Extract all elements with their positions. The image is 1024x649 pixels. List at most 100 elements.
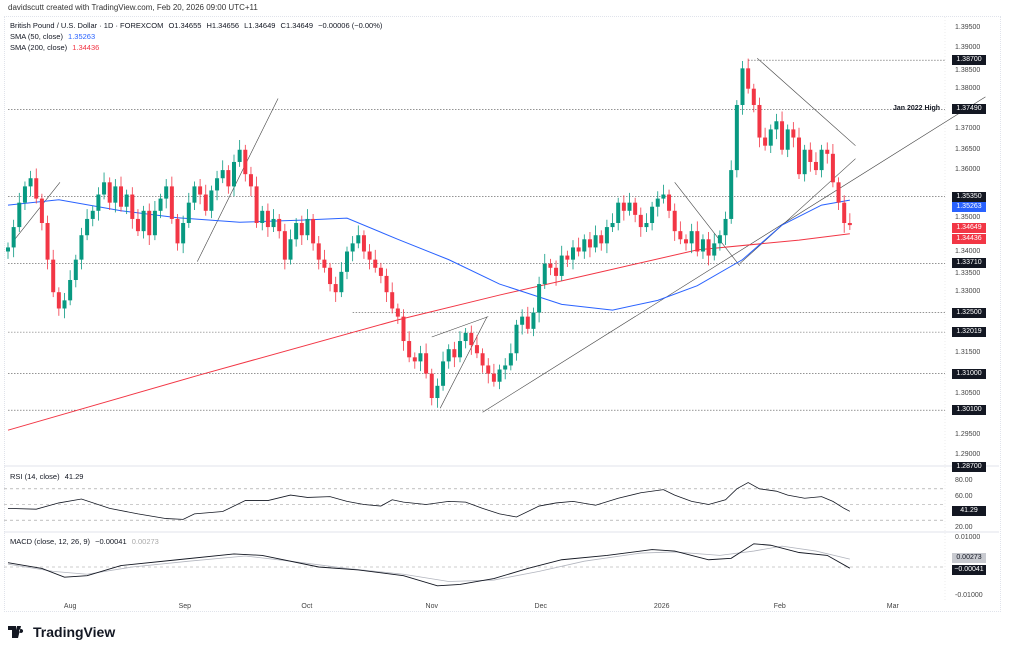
candle-body xyxy=(322,259,327,268)
candle-body xyxy=(819,149,824,171)
candle-body xyxy=(311,218,316,244)
level-price-label: 1.33710 xyxy=(952,258,986,269)
time-axis-label: Nov xyxy=(425,603,438,610)
candle-body xyxy=(316,243,321,260)
candle-body xyxy=(113,186,118,203)
candle-body xyxy=(847,223,852,226)
trendline xyxy=(674,182,740,266)
level-price-label: 1.30100 xyxy=(952,405,986,416)
candle-body xyxy=(85,218,90,236)
candle-body xyxy=(486,365,491,374)
candle-body xyxy=(186,202,191,224)
candle-body xyxy=(17,202,22,228)
candle-body xyxy=(169,186,174,219)
candle-body xyxy=(203,194,208,211)
price-tick-label: 1.36500 xyxy=(955,145,981,153)
symbol-title: British Pound / U.S. Dollar · 1D · FOREX… xyxy=(10,21,164,30)
candle-body xyxy=(288,239,293,260)
trendline xyxy=(756,57,856,146)
candle-body xyxy=(554,267,559,276)
tradingview-logo-icon xyxy=(8,626,24,638)
candle-body xyxy=(514,324,519,354)
time-axis-label: Mar xyxy=(886,603,899,610)
candle-body xyxy=(633,202,638,215)
price-tick-label: 1.34000 xyxy=(955,247,981,255)
candle-body xyxy=(469,332,474,346)
candle-body xyxy=(51,259,56,293)
candle-body xyxy=(248,174,253,187)
candle-body xyxy=(610,223,615,228)
candle-body xyxy=(90,210,95,219)
candle-body xyxy=(395,308,400,317)
candle-body xyxy=(429,373,434,399)
candle-body xyxy=(424,353,429,374)
price-tick-label: 1.29000 xyxy=(955,451,981,458)
time-axis-label: Dec xyxy=(534,603,548,610)
price-tick-label: 1.29500 xyxy=(955,430,981,438)
candle-body xyxy=(491,373,496,382)
candle-body xyxy=(808,149,813,162)
candle-body xyxy=(497,369,502,382)
candle-body xyxy=(164,186,169,199)
candle-body xyxy=(678,231,683,240)
candle-body xyxy=(525,316,530,329)
candle-body xyxy=(135,218,140,232)
candle-body xyxy=(294,223,299,240)
candle-body xyxy=(463,332,468,342)
sma50-price-label: 1.35263 xyxy=(952,202,986,213)
macd-value-label: −0.00041 xyxy=(952,565,986,576)
candle-body xyxy=(593,235,598,248)
macd-tick-label: -0.01000 xyxy=(955,592,983,599)
candle-body xyxy=(299,223,304,236)
candle-body xyxy=(361,235,366,252)
candle-body xyxy=(627,202,632,211)
candle-body xyxy=(729,170,734,219)
candle-body xyxy=(768,129,773,146)
candle-body xyxy=(181,223,186,244)
candle-body xyxy=(667,194,672,211)
sma50-value: 1.35263 xyxy=(68,32,96,41)
symbol-legend[interactable]: British Pound / U.S. Dollar · 1D · FOREX… xyxy=(10,21,385,30)
candle-body xyxy=(723,218,728,236)
candle-body xyxy=(209,190,214,211)
candle-body xyxy=(339,271,344,293)
rsi-tick-label: 20.00 xyxy=(955,523,973,531)
candle-body xyxy=(587,239,592,248)
trendline xyxy=(482,96,986,413)
level-price-label: 1.37490 xyxy=(952,104,986,115)
rsi-tick-label: 80.00 xyxy=(955,477,973,484)
candle-body xyxy=(508,353,513,366)
time-axis-label: Aug xyxy=(63,603,77,610)
candle-body xyxy=(441,361,446,386)
candle-body xyxy=(412,357,417,362)
price-tick-label: 1.39500 xyxy=(955,23,981,31)
candle-body xyxy=(260,210,265,224)
sma50-legend[interactable]: SMA (50, close) 1.35263 xyxy=(10,32,98,41)
rsi-legend[interactable]: RSI (14, close) 41.29 xyxy=(10,472,86,481)
price-tick-label: 1.38500 xyxy=(955,66,981,74)
candle-body xyxy=(780,121,785,150)
candle-body xyxy=(813,161,818,171)
candle-body xyxy=(458,341,462,358)
candle-body xyxy=(802,149,807,175)
candle-body xyxy=(559,255,564,276)
candle-body xyxy=(39,198,44,224)
candle-body xyxy=(333,284,338,293)
price-tick-label: 1.38000 xyxy=(955,84,981,92)
candle-body xyxy=(45,223,50,260)
sma200-legend[interactable]: SMA (200, close) 1.34436 xyxy=(10,43,102,52)
tradingview-logo[interactable]: TradingView xyxy=(8,624,115,640)
macd-legend[interactable]: MACD (close, 12, 26, 9) −0.00041 0.00273 xyxy=(10,537,162,546)
brand-name: TradingView xyxy=(33,624,116,640)
candle-body xyxy=(243,149,248,175)
candle-body xyxy=(198,186,203,195)
candle-body xyxy=(791,129,796,138)
candle-body xyxy=(11,227,16,248)
price-tick-label: 1.33500 xyxy=(955,269,981,277)
candle-body xyxy=(328,267,333,285)
sma200-line xyxy=(7,233,850,431)
candle-body xyxy=(582,239,587,252)
level-price-label: 1.38700 xyxy=(952,55,986,66)
price-tick-label: 1.30500 xyxy=(955,389,981,397)
